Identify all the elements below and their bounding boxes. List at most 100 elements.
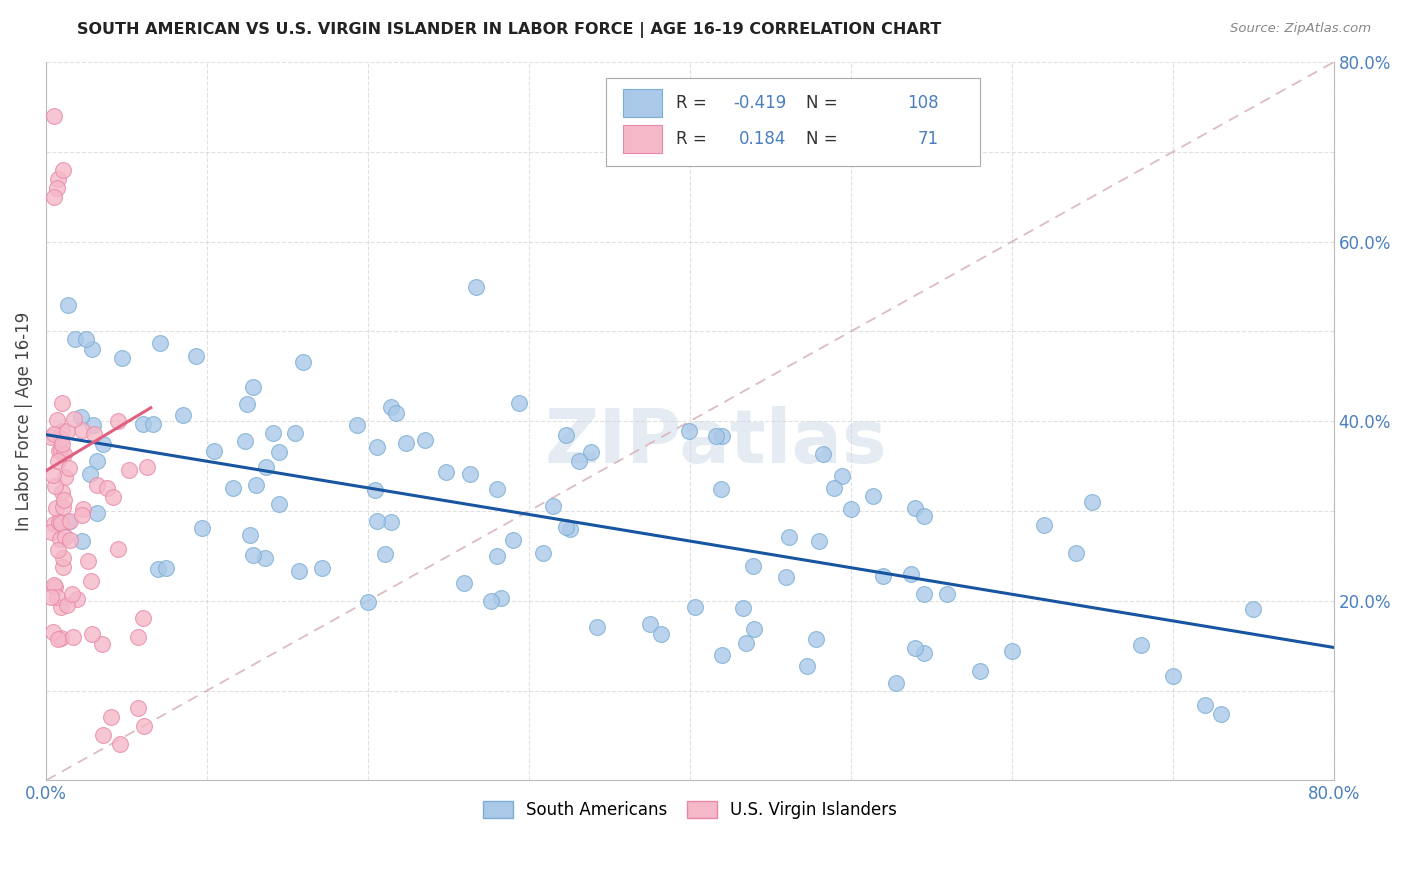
Point <box>413 433 436 447</box>
Point <box>135 460 157 475</box>
Point <box>479 594 502 608</box>
Point <box>184 350 207 364</box>
Point <box>41 590 63 604</box>
Point <box>734 636 756 650</box>
Point <box>42 109 65 123</box>
Point <box>733 601 755 615</box>
Point <box>155 560 177 574</box>
Point <box>1129 638 1152 652</box>
Point <box>127 630 149 644</box>
Point <box>53 447 76 461</box>
Point <box>1033 517 1056 532</box>
Point <box>366 441 388 455</box>
Point <box>142 417 165 431</box>
Point <box>58 461 80 475</box>
Point <box>51 424 73 438</box>
Text: N =: N = <box>806 94 838 112</box>
Point <box>486 482 509 496</box>
Point <box>900 567 922 582</box>
Point <box>72 501 94 516</box>
Point <box>70 423 93 437</box>
Point <box>132 417 155 431</box>
Point <box>82 418 104 433</box>
Point <box>52 492 75 507</box>
Point <box>39 524 62 539</box>
Text: SOUTH AMERICAN VS U.S. VIRGIN ISLANDER IN LABOR FORCE | AGE 16-19 CORRELATION CH: SOUTH AMERICAN VS U.S. VIRGIN ISLANDER I… <box>77 22 942 38</box>
Point <box>42 577 65 591</box>
Point <box>96 481 118 495</box>
Point <box>811 446 834 460</box>
Point <box>284 425 307 440</box>
Point <box>1161 668 1184 682</box>
Point <box>51 442 73 457</box>
Point <box>75 333 97 347</box>
Point <box>52 162 75 177</box>
Point <box>904 641 927 656</box>
Point <box>79 467 101 481</box>
Point <box>1001 644 1024 658</box>
Point <box>267 497 290 511</box>
Point <box>807 533 830 548</box>
Point <box>292 355 315 369</box>
Point <box>53 530 76 544</box>
Point <box>555 428 578 442</box>
Point <box>101 490 124 504</box>
Point <box>912 509 935 524</box>
Point <box>453 575 475 590</box>
Point <box>42 190 65 204</box>
Point <box>969 664 991 678</box>
Text: -0.419: -0.419 <box>733 94 786 112</box>
Point <box>56 424 79 438</box>
Point <box>59 533 82 548</box>
Y-axis label: In Labor Force | Age 16-19: In Labor Force | Age 16-19 <box>15 311 32 531</box>
Point <box>70 508 93 522</box>
Point <box>62 630 84 644</box>
Point <box>742 559 765 574</box>
Point <box>48 542 70 557</box>
Point <box>872 569 894 583</box>
Point <box>311 561 333 575</box>
Point <box>555 519 578 533</box>
Point <box>80 574 103 588</box>
Point <box>46 453 69 467</box>
Point <box>650 627 672 641</box>
Point <box>107 414 129 428</box>
Point <box>502 533 524 547</box>
Point <box>86 454 108 468</box>
Point <box>49 600 72 615</box>
Point <box>66 591 89 606</box>
Text: 108: 108 <box>907 94 938 112</box>
Point <box>586 620 609 634</box>
Point <box>380 515 402 529</box>
Point <box>489 591 512 605</box>
FancyBboxPatch shape <box>606 78 980 166</box>
Point <box>1081 494 1104 508</box>
Text: R =: R = <box>676 94 706 112</box>
Text: Source: ZipAtlas.com: Source: ZipAtlas.com <box>1230 22 1371 36</box>
Point <box>46 181 69 195</box>
Point <box>1209 706 1232 721</box>
Point <box>131 610 153 624</box>
Point <box>80 342 103 356</box>
Point <box>395 436 418 450</box>
Point <box>111 351 134 366</box>
Point <box>912 646 935 660</box>
Point <box>48 443 70 458</box>
Point <box>464 279 486 293</box>
Point <box>60 587 83 601</box>
Point <box>357 595 380 609</box>
Point <box>221 482 243 496</box>
Legend: South Americans, U.S. Virgin Islanders: South Americans, U.S. Virgin Islanders <box>475 795 904 826</box>
Point <box>373 547 395 561</box>
Point <box>59 514 82 528</box>
Point <box>172 409 194 423</box>
Point <box>1194 698 1216 712</box>
Point <box>91 437 114 451</box>
Point <box>568 454 591 468</box>
Point <box>42 427 65 442</box>
Point <box>72 533 94 548</box>
Point <box>44 479 66 493</box>
Point <box>56 516 79 530</box>
Point <box>508 396 530 410</box>
Text: N =: N = <box>806 130 838 148</box>
